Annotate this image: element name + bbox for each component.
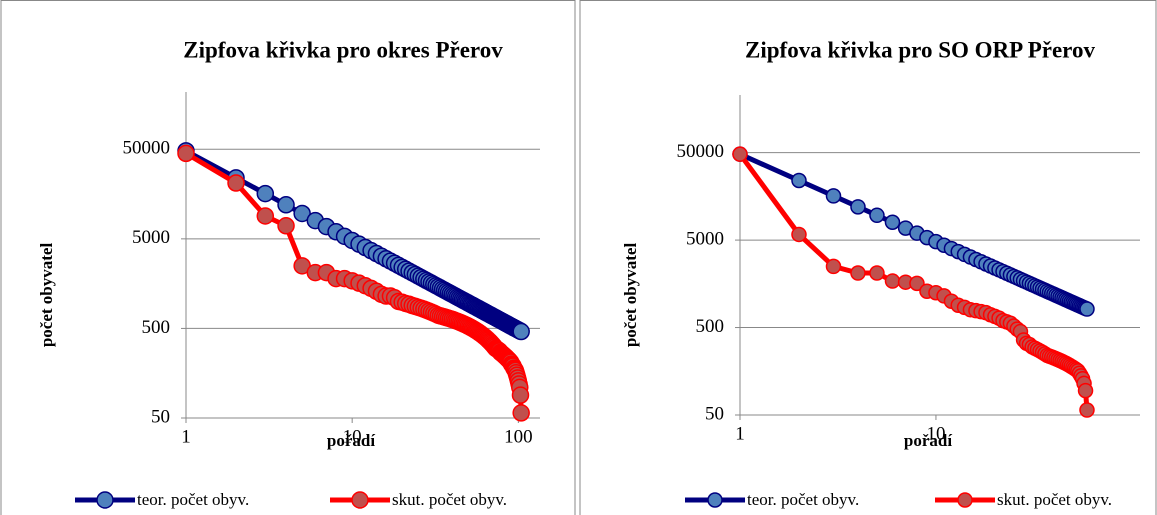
data-point bbox=[256, 207, 275, 225]
x-tick-label: 10 bbox=[926, 423, 945, 444]
data-point bbox=[1079, 301, 1095, 317]
legend-marker bbox=[707, 492, 723, 508]
data-point bbox=[277, 217, 295, 235]
data-point bbox=[850, 199, 866, 215]
data-point bbox=[177, 144, 195, 163]
x-tick-label: 1 bbox=[735, 423, 745, 444]
x-axis-label: pořadí bbox=[904, 431, 952, 450]
data-point bbox=[1079, 402, 1095, 418]
data-point bbox=[512, 322, 530, 341]
data-point bbox=[825, 258, 842, 275]
y-tick-label: 50000 bbox=[677, 141, 725, 162]
data-point bbox=[791, 226, 807, 243]
y-tick-label: 500 bbox=[696, 316, 725, 337]
data-point bbox=[512, 404, 530, 422]
x-tick-label: 10 bbox=[343, 426, 362, 447]
panel-frame bbox=[579, 0, 1157, 515]
y-axis-label: počet obyvatel bbox=[37, 243, 56, 348]
y-tick-label: 50 bbox=[151, 406, 170, 427]
x-tick-label: 100 bbox=[504, 426, 533, 447]
legend-label: teor. počet obyv. bbox=[137, 490, 249, 509]
legend-marker bbox=[957, 492, 973, 508]
legend-label: skut. počet obyv. bbox=[997, 490, 1112, 509]
data-point bbox=[791, 172, 807, 189]
data-point bbox=[869, 207, 885, 224]
data-point bbox=[227, 174, 245, 192]
data-point bbox=[850, 265, 866, 281]
data-point bbox=[511, 386, 530, 404]
legend-label: teor. počet obyv. bbox=[747, 490, 859, 509]
x-tick-label: 1 bbox=[181, 426, 191, 447]
data-point bbox=[884, 214, 901, 230]
data-point bbox=[256, 184, 275, 203]
y-tick-label: 50000 bbox=[123, 138, 171, 159]
y-tick-label: 5000 bbox=[132, 227, 170, 248]
data-point bbox=[825, 188, 842, 204]
y-tick-label: 50 bbox=[705, 403, 724, 424]
data-point bbox=[293, 204, 311, 223]
data-point bbox=[732, 146, 748, 162]
legend-marker bbox=[351, 491, 369, 509]
chart-title: Zipfova křivka pro SO ORP Přerov bbox=[745, 37, 1095, 62]
data-point bbox=[1077, 382, 1094, 399]
data-point bbox=[909, 275, 925, 292]
data-point bbox=[884, 273, 901, 289]
legend-marker bbox=[96, 491, 114, 509]
x-axis-label: pořadí bbox=[327, 431, 375, 450]
y-axis-label: počet obyvatel bbox=[621, 243, 640, 348]
y-tick-label: 500 bbox=[142, 317, 171, 338]
legend-label: skut. počet obyv. bbox=[392, 490, 507, 509]
chart-title: Zipfova křivka pro okres Přerov bbox=[183, 37, 503, 62]
panel-frame bbox=[0, 0, 576, 515]
y-tick-label: 5000 bbox=[686, 228, 724, 249]
data-point bbox=[277, 196, 295, 214]
data-point bbox=[869, 265, 885, 281]
